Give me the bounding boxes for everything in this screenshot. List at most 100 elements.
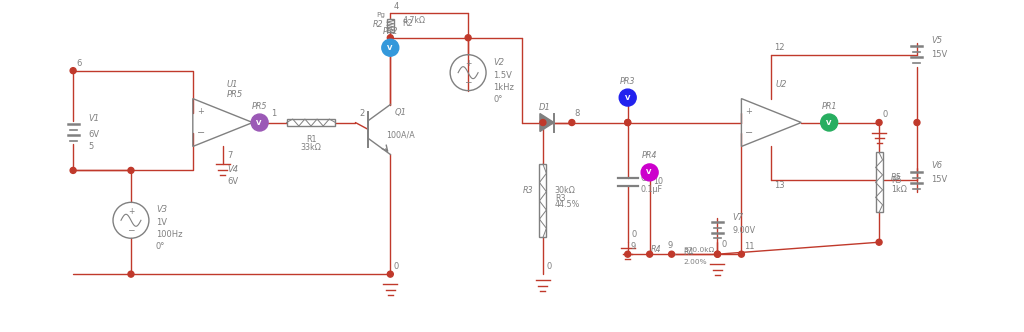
Circle shape [625, 251, 631, 257]
Circle shape [387, 271, 393, 277]
Text: −: − [745, 128, 754, 138]
Text: 2: 2 [359, 109, 365, 118]
FancyBboxPatch shape [387, 19, 394, 32]
Text: PR2: PR2 [383, 27, 398, 36]
Text: 0: 0 [393, 262, 398, 271]
Text: 30kΩ: 30kΩ [555, 186, 575, 195]
Text: Pg: Pg [377, 12, 385, 18]
Text: V6: V6 [931, 161, 942, 170]
Text: 13: 13 [774, 181, 785, 190]
Text: 1.5V: 1.5V [493, 71, 512, 80]
Circle shape [382, 39, 398, 56]
Circle shape [625, 120, 631, 125]
Circle shape [738, 251, 744, 257]
Text: 0: 0 [547, 262, 552, 271]
Text: V: V [646, 169, 652, 175]
Text: 7: 7 [227, 151, 233, 160]
Text: 6: 6 [76, 59, 82, 68]
Circle shape [820, 114, 838, 131]
Text: 0: 0 [722, 240, 727, 249]
Text: U2: U2 [775, 80, 786, 89]
Text: 4.7kΩ: 4.7kΩ [402, 16, 425, 25]
Text: 6V: 6V [227, 177, 239, 186]
Text: 1kΩ: 1kΩ [891, 185, 907, 194]
Text: 9: 9 [631, 242, 636, 251]
Text: +: + [465, 59, 471, 68]
Circle shape [914, 120, 920, 125]
Circle shape [465, 35, 471, 41]
Text: 100Hz: 100Hz [156, 230, 182, 239]
Text: C1: C1 [641, 174, 651, 183]
Text: 1: 1 [270, 109, 275, 118]
Circle shape [877, 239, 882, 245]
Text: 0: 0 [632, 230, 637, 239]
Text: 15V: 15V [931, 175, 947, 184]
Text: R4: R4 [651, 245, 662, 254]
Text: 8: 8 [574, 109, 581, 118]
Text: 370.0kΩ: 370.0kΩ [684, 247, 715, 253]
Text: R3: R3 [555, 194, 565, 203]
Text: PR5: PR5 [252, 102, 267, 111]
Text: 0: 0 [882, 110, 888, 119]
Circle shape [715, 251, 721, 257]
Text: D1: D1 [539, 103, 551, 112]
Text: 0°: 0° [493, 95, 503, 104]
FancyBboxPatch shape [876, 152, 883, 212]
Text: V: V [826, 120, 831, 125]
Circle shape [669, 251, 675, 257]
Text: 5: 5 [88, 142, 93, 151]
Text: PR1: PR1 [821, 102, 837, 111]
Text: 12: 12 [774, 43, 784, 52]
Text: V1: V1 [88, 114, 99, 123]
Text: −: − [127, 225, 135, 234]
Text: U1: U1 [226, 80, 239, 89]
Circle shape [641, 164, 658, 181]
Text: +: + [128, 207, 134, 216]
Text: 100A/A: 100A/A [386, 130, 415, 139]
Text: −: − [464, 77, 472, 86]
Text: V2: V2 [493, 58, 504, 67]
Text: 1kHz: 1kHz [493, 83, 514, 92]
Text: V: V [625, 95, 630, 101]
Polygon shape [540, 114, 554, 131]
Text: 9.00V: 9.00V [732, 226, 756, 235]
Circle shape [128, 167, 134, 173]
Text: 0.1μF: 0.1μF [641, 185, 663, 194]
Text: 9: 9 [668, 241, 673, 250]
Text: R3: R3 [522, 186, 532, 195]
Text: 11: 11 [744, 242, 755, 251]
Text: 2.00%: 2.00% [684, 259, 708, 265]
Text: R4: R4 [684, 248, 694, 257]
Circle shape [715, 251, 721, 257]
Text: R2: R2 [373, 20, 383, 29]
Circle shape [70, 68, 76, 74]
Circle shape [540, 120, 546, 125]
Text: V: V [387, 45, 392, 51]
Text: 0°: 0° [156, 242, 165, 251]
Text: PR4: PR4 [642, 151, 657, 160]
Text: R5: R5 [891, 176, 902, 185]
Circle shape [569, 120, 574, 125]
Text: R5: R5 [891, 173, 902, 182]
Text: +: + [745, 107, 753, 116]
Text: V: V [256, 120, 262, 125]
Text: V7: V7 [732, 213, 743, 222]
Text: 44.5%: 44.5% [555, 200, 581, 209]
Text: +: + [197, 107, 204, 116]
Text: −: − [197, 128, 205, 138]
Circle shape [877, 120, 882, 125]
Text: R2: R2 [402, 19, 413, 28]
Text: V5: V5 [931, 36, 942, 45]
Text: 6V: 6V [88, 130, 99, 139]
Circle shape [620, 89, 636, 106]
Circle shape [251, 114, 268, 131]
Circle shape [387, 35, 393, 41]
Text: 1V: 1V [156, 218, 167, 227]
Text: PR5: PR5 [226, 90, 243, 99]
Text: V3: V3 [156, 205, 167, 214]
Circle shape [70, 167, 76, 173]
Text: 33kΩ: 33kΩ [301, 143, 322, 152]
Text: Q1: Q1 [394, 108, 407, 117]
Circle shape [647, 251, 652, 257]
FancyBboxPatch shape [540, 164, 547, 237]
